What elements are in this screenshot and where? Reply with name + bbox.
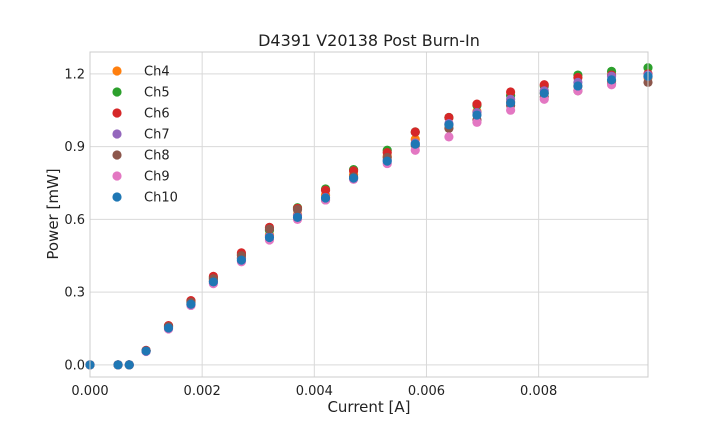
plot-frame xyxy=(89,51,649,378)
data-point xyxy=(141,346,151,356)
y-tick-label: 0.9 xyxy=(64,140,85,155)
data-point xyxy=(264,224,275,234)
legend-label: Ch4 xyxy=(144,65,170,80)
x-tick-label: 0.002 xyxy=(184,384,221,399)
data-point xyxy=(208,277,218,287)
x-tick-label: 0.000 xyxy=(71,384,108,399)
data-point xyxy=(506,87,516,97)
y-tick-label: 1.2 xyxy=(64,67,85,82)
data-point xyxy=(186,299,196,309)
legend-label: Ch8 xyxy=(144,149,170,164)
data-point xyxy=(506,98,516,108)
y-tick-label: 0.3 xyxy=(64,286,85,301)
legend-marker xyxy=(112,87,122,97)
y-tick-label: 0.0 xyxy=(64,358,85,373)
data-point xyxy=(444,120,454,130)
data-point xyxy=(410,127,420,137)
data-point xyxy=(539,88,549,98)
data-points xyxy=(85,63,653,370)
legend-label: Ch7 xyxy=(144,128,170,143)
data-point xyxy=(163,323,174,333)
data-point xyxy=(410,139,420,149)
x-axis-label: Current [A] xyxy=(327,398,410,416)
data-point xyxy=(506,105,516,115)
data-point xyxy=(113,360,123,370)
legend-label: Ch6 xyxy=(144,107,170,122)
x-tick-label: 0.004 xyxy=(296,384,333,399)
legend-label: Ch10 xyxy=(144,191,178,206)
legend-marker xyxy=(112,192,122,202)
gridlines xyxy=(89,52,648,377)
y-tick-labels: 0.0 0.3 0.6 0.9 1.2 xyxy=(64,67,85,373)
legend-marker xyxy=(112,129,122,139)
data-point xyxy=(124,360,134,370)
data-point xyxy=(320,193,331,203)
data-point xyxy=(472,117,482,127)
data-point xyxy=(472,99,482,109)
chart-title: D4391 V20138 Post Burn-In xyxy=(258,31,480,50)
data-point xyxy=(382,156,392,166)
data-point xyxy=(573,81,583,91)
data-point xyxy=(292,205,303,215)
data-point xyxy=(236,255,247,265)
legend-label: Ch9 xyxy=(144,170,170,185)
series-ch10 xyxy=(85,71,653,370)
x-tick-label: 0.006 xyxy=(408,384,445,399)
data-point xyxy=(472,110,482,120)
data-point xyxy=(606,75,617,85)
legend-marker xyxy=(112,108,122,118)
data-point xyxy=(348,173,359,183)
legend: Ch4 Ch5 Ch6 Ch7 Ch8 Ch9 Ch10 xyxy=(112,65,178,206)
x-tick-label: 0.008 xyxy=(520,384,557,399)
legend-marker xyxy=(112,171,122,181)
y-tick-label: 0.6 xyxy=(64,213,85,228)
data-point xyxy=(444,132,454,142)
legend-label: Ch5 xyxy=(144,86,170,101)
y-axis-label: Power [mW] xyxy=(44,168,62,259)
legend-marker xyxy=(112,150,122,160)
legend-marker xyxy=(112,66,122,76)
x-tick-labels: 0.000 0.002 0.004 0.006 0.008 xyxy=(71,384,557,399)
data-point xyxy=(264,232,275,243)
data-point xyxy=(292,212,303,223)
data-point xyxy=(320,185,331,195)
